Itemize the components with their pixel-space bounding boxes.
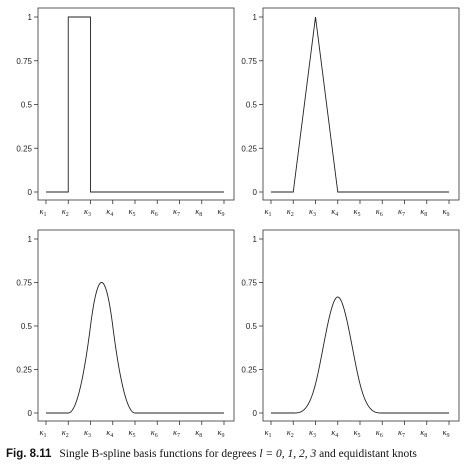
y-tick-label: 0.75 — [16, 57, 32, 66]
y-tick-label: 0.5 — [246, 101, 258, 110]
series-line — [271, 16, 449, 193]
x-tick-label: κ7 — [173, 427, 180, 439]
x-tick-label: κ1 — [39, 427, 46, 439]
x-tick-label: κ9 — [217, 206, 224, 218]
x-tick-label: κ9 — [217, 427, 224, 439]
y-tick-label: 1 — [28, 235, 33, 244]
figure-caption: Fig. 8.11 Single B-spline basis functions… — [6, 448, 417, 460]
x-tick-label: κ2 — [62, 427, 69, 439]
x-tick-label: κ4 — [106, 206, 113, 218]
x-tick-label: κ1 — [39, 206, 46, 218]
x-tick-label: κ7 — [398, 427, 405, 439]
y-tick-label: 0 — [253, 188, 258, 197]
x-tick-label: κ3 — [84, 427, 91, 439]
x-tick-label: κ5 — [128, 206, 135, 218]
series-line — [271, 296, 449, 414]
y-tick-label: 1 — [253, 13, 258, 22]
plot-frame — [37, 7, 235, 201]
x-tick-label: κ5 — [128, 427, 135, 439]
x-tick-label: κ9 — [442, 206, 449, 218]
x-tick-label: κ2 — [287, 206, 294, 218]
x-tick-label: κ6 — [151, 427, 158, 439]
x-tick-label: κ1 — [264, 427, 271, 439]
chart-panel-degree-0: 0 0.25 0.5 0.75 1 κ1 κ2 κ3 κ4 κ5 κ6 κ7 κ8 κ9 — [16, 7, 235, 218]
plot-frame — [262, 229, 460, 422]
series-line — [46, 282, 224, 414]
x-tick-label: κ6 — [376, 427, 383, 439]
y-tick-label: 0 — [28, 409, 33, 418]
y-tick-label: 0.25 — [16, 144, 32, 153]
y-tick-label: 0 — [28, 188, 33, 197]
y-tick-label: 1 — [28, 13, 33, 22]
x-tick-label: κ8 — [195, 206, 202, 218]
x-tick-label: κ3 — [309, 206, 316, 218]
x-tick-label: κ2 — [287, 427, 294, 439]
x-tick-label: κ3 — [84, 206, 91, 218]
caption-suffix: and equidistant knots — [319, 448, 417, 460]
caption-text: Single B-spline basis functions for degr… — [59, 448, 257, 460]
x-tick-label: κ4 — [106, 427, 113, 439]
plot-frame — [37, 229, 235, 422]
y-tick-label: 0.25 — [241, 144, 257, 153]
x-tick-label: κ4 — [331, 206, 338, 218]
plot-frame — [262, 7, 460, 201]
x-tick-label: κ2 — [62, 206, 69, 218]
y-tick-label: 0.75 — [241, 57, 257, 66]
x-tick-label: κ1 — [264, 206, 271, 218]
x-tick-label: κ4 — [331, 427, 338, 439]
x-tick-label: κ7 — [398, 206, 405, 218]
y-tick-label: 0.25 — [16, 366, 32, 375]
x-tick-label: κ7 — [173, 206, 180, 218]
y-tick-label: 0.5 — [21, 101, 33, 110]
chart-panel-degree-1: 0 0.25 0.5 0.75 1 κ1 κ2 κ3 κ4 κ5 κ6 κ7 κ8 κ9 — [241, 7, 460, 218]
x-tick-label: κ6 — [151, 206, 158, 218]
chart-panel-degree-2: 0 0.25 0.5 0.75 1 κ1 κ2 κ3 κ4 κ5 κ6 κ7 κ8 κ9 — [16, 229, 235, 439]
series-line — [46, 16, 224, 193]
y-tick-label: 0.25 — [241, 366, 257, 375]
x-tick-label: κ5 — [353, 427, 360, 439]
x-tick-label: κ8 — [420, 206, 427, 218]
x-tick-label: κ3 — [309, 427, 316, 439]
y-tick-label: 0.75 — [241, 279, 257, 288]
y-tick-label: 0.5 — [246, 322, 258, 331]
y-tick-label: 0 — [253, 409, 258, 418]
x-tick-label: κ8 — [195, 427, 202, 439]
x-tick-label: κ8 — [420, 427, 427, 439]
y-tick-label: 0.5 — [21, 322, 33, 331]
caption-math: l = 0, 1, 2, 3 — [259, 448, 317, 460]
y-tick-label: 1 — [253, 235, 258, 244]
y-tick-label: 0.75 — [16, 279, 32, 288]
x-tick-label: κ5 — [353, 206, 360, 218]
x-tick-label: κ6 — [376, 206, 383, 218]
caption-label: Fig. 8.11 — [6, 448, 52, 460]
x-tick-label: κ9 — [442, 427, 449, 439]
chart-panel-degree-3: 0 0.25 0.5 0.75 1 κ1 κ2 κ3 κ4 κ5 κ6 κ7 κ8 κ9 — [241, 229, 460, 439]
